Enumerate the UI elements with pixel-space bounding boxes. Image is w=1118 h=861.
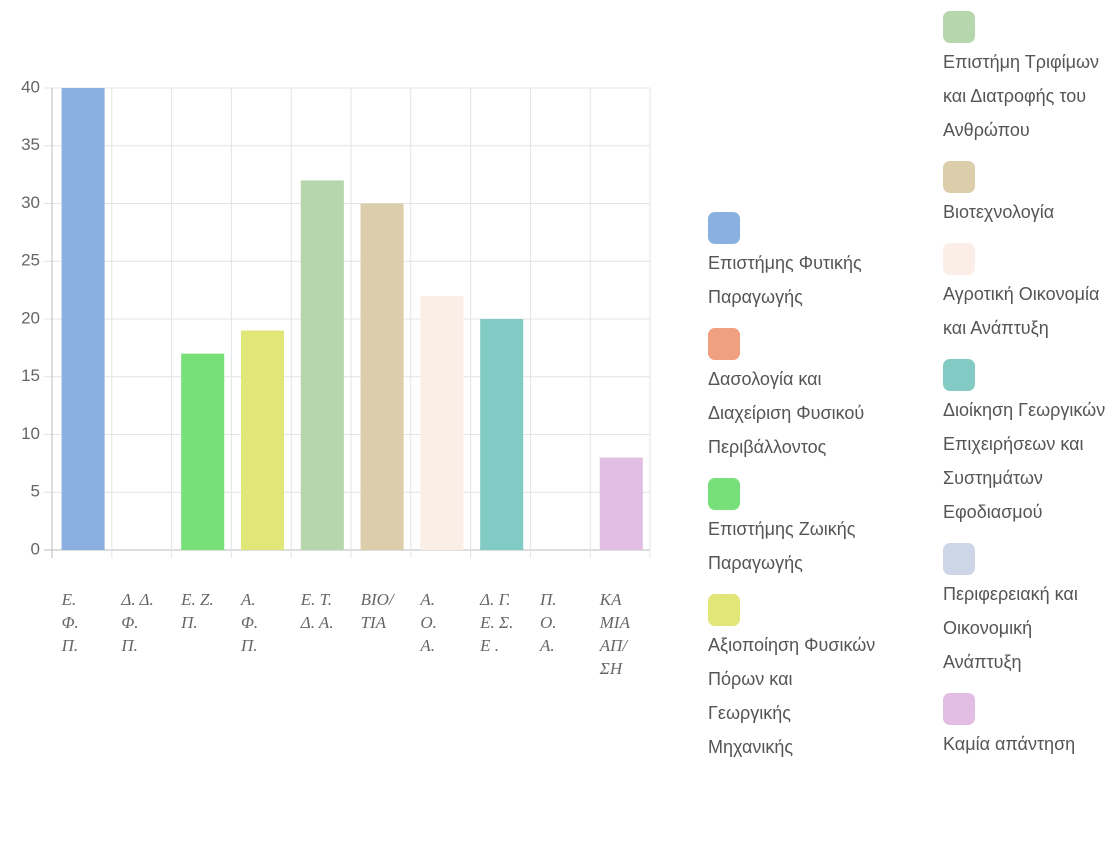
chart: 0 5 10 15 20 25 30 35 40 [21,77,651,558]
legend-label: Επιστήμη Τριφίμων και Διατροφής του Ανθρ… [943,52,1100,140]
legend-label: Βιοτεχνολογία [943,202,1055,222]
y-tick-label: 0 [31,539,40,558]
x-tick-label: Α. Ο. Α. [420,590,437,655]
legend-label: Επιστήμης Ζωικής Παραγωγής [708,519,856,573]
x-tick-label: ΒΙΟ/ΤΙΑ [360,590,394,632]
legend-swatch [708,594,740,626]
legend-item: Επιστήμης Φυτικής Παραγωγής [708,212,878,314]
legend-swatch [708,478,740,510]
bar [420,295,464,550]
x-tick-label: Δ. Γ. Ε. Σ. Ε . [480,590,514,655]
legend-item: Αξιοποίηση Φυσικών Πόρων και Γεωργικής Μ… [708,594,878,764]
legend-item: Περιφερειακή και Οικονομική Ανάπτυξη [943,543,1113,679]
legend-swatch [943,243,975,275]
bar [480,319,524,550]
legend-item: Βιοτεχνολογία [943,161,1113,229]
legend-swatch [943,543,975,575]
x-tick-label: Ε. Φ. Π. [61,590,79,655]
legend-label: Καμία απάντηση [943,734,1076,754]
legend-item: Δασολογία και Διαχείριση Φυσικού Περιβάλ… [708,328,878,464]
legend-item: Καμία απάντηση [943,693,1113,761]
legend-swatch [943,11,975,43]
x-tick-label: Ε. Τ. Δ. Α. [300,590,334,632]
y-tick-label: 30 [21,193,40,212]
bar [61,88,105,550]
bar [360,203,404,550]
bar [300,180,344,550]
legend-swatch [943,161,975,193]
legend-column: Επιστήμη Τριφίμων και Διατροφής του Ανθρ… [943,11,1113,775]
y-tick-label: 15 [21,366,40,385]
legend-swatch [943,359,975,391]
y-tick-label: 40 [21,77,40,96]
y-tick-label: 10 [21,424,40,443]
legend-item: Επιστήμης Ζωικής Παραγωγής [708,478,878,580]
bar [181,353,225,550]
x-tick-label: Δ. Δ. Φ. Π. [121,590,154,655]
bar [599,457,643,550]
legend-swatch [708,328,740,360]
x-tick-label: ΚΑΜΙΑ ΑΠ/ΣΗ [599,590,630,678]
legend-item: Επιστήμη Τριφίμων και Διατροφής του Ανθρ… [943,11,1113,147]
legend-item: Διοίκηση Γεωργικών Επιχειρήσεων και Συστ… [943,359,1113,529]
legend-column: Επιστήμης Φυτικής Παραγωγής Δασολογία και… [708,212,878,778]
legend-label: Δασολογία και Διαχείριση Φυσικού Περιβάλ… [708,369,865,457]
legend-label: Αγροτική Οικονομία και Ανάπτυξη [943,284,1100,338]
x-tick-label: Π. Ο. Α. [539,590,557,655]
legend-item: Αγροτική Οικονομία και Ανάπτυξη [943,243,1113,345]
bar [240,330,285,550]
y-tick-label: 25 [21,251,40,270]
y-tick-label: 5 [31,482,40,501]
x-tick-label: Ε. Ζ. Π. [181,590,214,632]
legend-label: Περιφερειακή και Οικονομική Ανάπτυξη [943,584,1078,672]
legend-label: Επιστήμης Φυτικής Παραγωγής [708,253,862,307]
y-tick-label: 20 [21,308,40,327]
y-tick-label: 35 [21,135,40,154]
legend-swatch [943,693,975,725]
legend-label: Αξιοποίηση Φυσικών Πόρων και Γεωργικής Μ… [708,635,876,757]
legend-swatch [708,212,740,244]
x-tick-label: Α. Φ. Π. [240,590,259,655]
legend-label: Διοίκηση Γεωργικών Επιχειρήσεων και Συστ… [943,400,1106,522]
